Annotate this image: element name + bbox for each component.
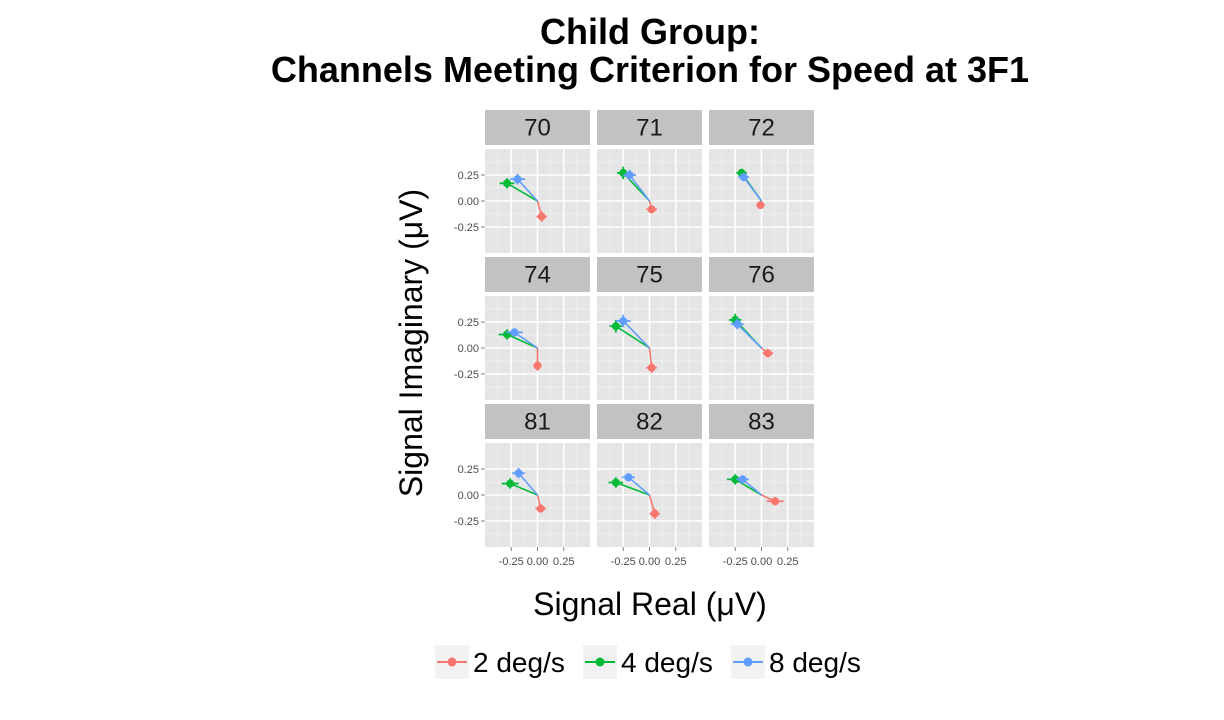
x-tick-label: 0.25	[665, 556, 686, 568]
facet-strip	[597, 257, 702, 292]
y-tick-label: -0.25	[454, 369, 479, 381]
facet-strip-label: 75	[636, 262, 663, 289]
data-point	[647, 205, 656, 214]
data-point	[756, 201, 765, 210]
series-3-vector	[622, 320, 651, 349]
facet-panel-75: 75	[597, 257, 702, 400]
legend-item-1: 2 deg/s	[435, 645, 565, 679]
facet-strip-label: 83	[748, 409, 775, 436]
series-3-vector	[517, 472, 539, 496]
facet-strip	[709, 257, 814, 292]
facet-strip-label: 76	[748, 262, 775, 289]
series-3-vector	[743, 176, 763, 202]
x-tick-label: 0.00	[751, 556, 772, 568]
legend-point	[743, 657, 753, 667]
facet-strip-label: 74	[524, 262, 551, 289]
data-point	[624, 473, 633, 482]
series-2-vector	[509, 482, 538, 496]
y-tick-label: 0.25	[458, 317, 479, 329]
data-point	[514, 469, 523, 478]
y-tick-label: 0.00	[458, 343, 479, 355]
data-point	[506, 479, 515, 488]
facet-panel-81: 810.250.00-0.25-0.25 0.00 0.25	[454, 404, 590, 568]
facet-strip	[597, 404, 702, 439]
data-point	[611, 322, 620, 331]
chart-title-line-1: Child Group:	[540, 11, 760, 52]
data-point	[625, 171, 634, 179]
facet-panel-76: 76	[709, 257, 814, 400]
series-3-vector	[736, 323, 763, 349]
series-2-vector	[506, 333, 538, 349]
data-point	[536, 504, 545, 513]
legend-point	[595, 657, 605, 667]
data-point	[510, 328, 519, 337]
x-tick-label: -0.25	[611, 556, 636, 568]
legend: 2 deg/s 4 deg/s 8 deg/s	[435, 645, 861, 679]
x-tick-label: 0.25	[553, 556, 574, 568]
legend-label: 2 deg/s	[473, 647, 565, 678]
facet-strip	[485, 257, 590, 292]
series-3-vector	[628, 174, 651, 202]
facet-panel-71: 71	[597, 110, 702, 253]
facet-panel-74: 74 0.25 0.00 -0.25	[454, 257, 590, 400]
y-tick-label: 0.25	[458, 170, 479, 182]
data-point	[763, 349, 772, 358]
facet-strip-label: 82	[636, 409, 663, 436]
facet-panel-82: 82 -0.25 0.00 0.25	[597, 404, 702, 568]
x-axis-title: Signal Real (μV)	[533, 586, 767, 622]
series-2-vector	[506, 182, 538, 202]
facet-strip	[485, 404, 590, 439]
data-point	[771, 497, 780, 506]
data-point	[733, 320, 742, 329]
data-point	[731, 475, 740, 484]
data-point	[650, 509, 659, 518]
x-tick-label: 0.00	[527, 556, 548, 568]
series-3-vector	[516, 178, 539, 202]
facet-strip-label: 72	[748, 115, 775, 142]
x-tick-label: -0.25	[723, 556, 748, 568]
facet-strip	[709, 110, 814, 145]
data-point	[619, 316, 628, 325]
series-2-vector	[615, 325, 650, 349]
facet-strip	[485, 110, 590, 145]
data-point	[647, 363, 656, 372]
legend-item-2: 4 deg/s	[583, 645, 713, 679]
y-tick-label: 0.25	[458, 464, 479, 476]
legend-label: 4 deg/s	[621, 647, 713, 678]
facet-strip	[597, 110, 702, 145]
y-tick-label: -0.25	[454, 222, 479, 234]
series-3-vector	[513, 331, 538, 349]
series-2-vector	[615, 481, 650, 496]
data-point	[503, 179, 512, 188]
x-tick-label: 0.00	[639, 556, 660, 568]
y-axis-title: Signal Imaginary (μV)	[393, 189, 429, 497]
y-tick-label: -0.25	[454, 516, 479, 528]
series-3-vector	[742, 478, 763, 496]
y-tick-label: 0.00	[458, 196, 479, 208]
y-tick-label: 0.00	[458, 490, 479, 502]
legend-label: 8 deg/s	[769, 647, 861, 678]
x-tick-label: -0.25	[499, 556, 524, 568]
facet-panel-83: 83 -0.25 0.00 0.25	[709, 404, 814, 568]
data-point	[738, 475, 747, 484]
data-point	[513, 175, 522, 184]
data-point	[537, 212, 546, 221]
legend-item-3: 8 deg/s	[731, 645, 861, 679]
facet-strip-label: 81	[524, 409, 551, 436]
facet-strip-label: 71	[636, 115, 663, 142]
facet-panel-72: 72	[709, 110, 814, 253]
data-point	[533, 361, 542, 370]
legend-point	[447, 657, 457, 667]
facet-panel-70: 70 0.25 0.00 -0.25	[454, 110, 590, 253]
chart-title-line-2: Channels Meeting Criterion for Speed at …	[271, 49, 1029, 90]
x-tick-label: 0.25	[777, 556, 798, 568]
series-3-vector	[627, 476, 651, 496]
facet-strip-label: 70	[524, 115, 551, 142]
data-point	[611, 478, 620, 487]
facet-strip	[709, 404, 814, 439]
data-point	[739, 173, 748, 182]
